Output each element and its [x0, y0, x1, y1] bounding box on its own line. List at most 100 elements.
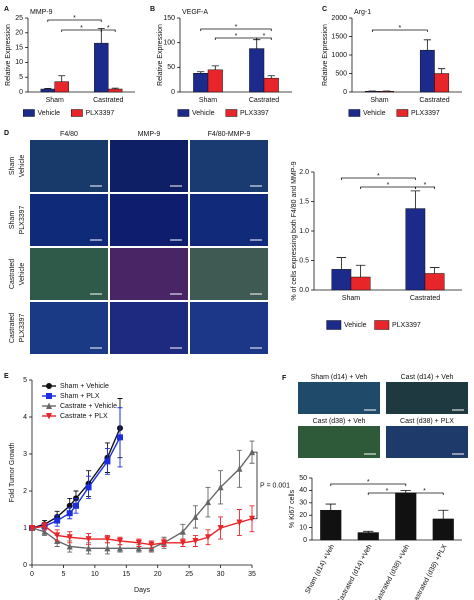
marker	[179, 539, 186, 547]
significance-label: *	[235, 33, 238, 40]
legend-marker	[46, 383, 52, 389]
bar	[54, 81, 69, 93]
line	[31, 437, 121, 529]
significance-label: *	[80, 25, 83, 32]
y-tick-label: 3	[23, 451, 27, 458]
error-bar	[355, 264, 366, 278]
x-tick-label: Sham	[199, 97, 217, 104]
significance-label: *	[107, 25, 110, 32]
annotation: P = 0.001	[260, 482, 290, 489]
y-tick-label: 10	[299, 524, 307, 531]
image-label: Cast (d38) + Veh	[313, 418, 366, 425]
micrograph	[190, 302, 268, 354]
bar	[357, 532, 379, 541]
y-tick-label: 0	[171, 89, 175, 96]
bar	[405, 208, 426, 291]
significance-label: *	[423, 488, 426, 495]
marker	[249, 515, 255, 523]
panel-label: A	[4, 6, 9, 13]
marker	[236, 519, 243, 526]
error-bar	[58, 75, 66, 82]
annotation-bracket	[253, 451, 258, 520]
legend-label: Vehicle	[38, 110, 61, 117]
x-tick-label: 35	[248, 571, 256, 578]
y-tick-label: 50	[167, 64, 175, 71]
significance-bracket	[405, 492, 444, 495]
y-tick-label: 0	[23, 562, 27, 569]
panel-label: D	[4, 130, 9, 137]
bar	[424, 273, 445, 291]
bar	[263, 77, 279, 93]
y-tick-label: 1500	[331, 33, 347, 40]
marker	[135, 539, 142, 547]
micrograph	[298, 426, 380, 458]
image-row-label: Sham	[9, 157, 16, 175]
x-tick-label: 15	[122, 571, 130, 578]
y-axis-label: Relative Expression	[5, 24, 12, 86]
chart-title: Arg-1	[354, 9, 371, 16]
marker	[104, 544, 111, 552]
image-column-label: F4/80-MMP-9	[208, 131, 251, 138]
image-label: Cast (d14) + Veh	[401, 374, 454, 381]
error-bar	[363, 530, 374, 533]
x-tick-label: Sham	[342, 295, 360, 302]
y-tick-label: 25	[15, 15, 23, 22]
x-axis-label: Days	[134, 587, 150, 594]
error-bar	[211, 65, 219, 70]
marker	[66, 510, 73, 517]
legend-label: Sham + PLX	[60, 393, 100, 400]
y-tick-label: 0.0	[299, 287, 309, 294]
marker	[192, 537, 199, 545]
x-tick-label: Sham (d14) +Veh	[304, 543, 336, 595]
y-tick-label: 20	[15, 30, 23, 37]
significance-label: *	[367, 479, 370, 486]
image-row-label: PLX3397	[19, 313, 26, 342]
marker	[205, 498, 211, 506]
y-tick-label: 1	[23, 525, 27, 532]
image-row-label: Vehicle	[19, 263, 26, 286]
y-tick-label: 150	[163, 15, 175, 22]
panel-label: B	[150, 6, 155, 13]
y-tick-label: 1.0	[299, 228, 309, 235]
x-tick-label: 0	[30, 571, 34, 578]
y-tick-label: 5	[19, 74, 23, 81]
image-row-label: Castrated	[9, 313, 16, 343]
y-tick-label: 40	[299, 487, 307, 494]
y-axis-label: Fold Tumor Growth	[9, 442, 16, 502]
y-axis-label: % of cells expressing both F4/80 and MMP…	[291, 161, 298, 300]
y-tick-label: 100	[163, 40, 175, 47]
micrograph	[190, 194, 268, 246]
x-tick-label: Sham	[46, 97, 64, 104]
y-tick-label: 2.0	[299, 169, 309, 176]
legend-label: Vehicle	[363, 110, 386, 117]
image-row-label: Vehicle	[19, 155, 26, 178]
error-bar	[325, 503, 336, 511]
x-tick-label: Castrated	[410, 295, 440, 302]
marker	[117, 537, 123, 545]
marker	[148, 541, 155, 549]
y-tick-label: 2	[23, 488, 27, 495]
legend-swatch	[326, 320, 342, 330]
marker	[192, 513, 199, 520]
x-tick-label: 25	[185, 571, 193, 578]
legend-label: Vehicle	[344, 322, 367, 329]
bar	[331, 269, 352, 291]
marker	[66, 534, 73, 541]
line	[31, 518, 253, 546]
legend-label: Castrate + PLX	[60, 413, 108, 420]
legend-label: PLX3397	[392, 322, 421, 329]
micrograph	[110, 248, 188, 300]
y-tick-label: 4	[23, 414, 27, 421]
micrograph	[298, 382, 380, 414]
marker	[117, 434, 123, 441]
y-tick-label: 15	[15, 44, 23, 51]
legend-label: PLX3397	[240, 110, 269, 117]
y-tick-label: 1.5	[299, 198, 309, 205]
significance-bracket	[100, 29, 116, 32]
legend-swatch	[71, 109, 83, 117]
marker	[205, 534, 211, 541]
marker	[29, 525, 35, 532]
micrograph	[30, 302, 108, 354]
image-column-label: MMP-9	[138, 131, 161, 138]
